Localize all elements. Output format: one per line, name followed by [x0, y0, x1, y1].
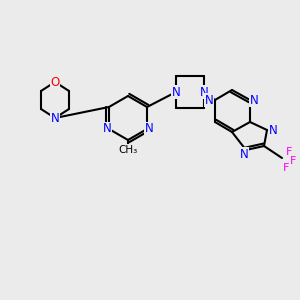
- Text: N: N: [240, 148, 248, 160]
- Text: N: N: [145, 122, 153, 136]
- Text: N: N: [205, 94, 213, 106]
- Text: CH₃: CH₃: [118, 145, 138, 155]
- Text: O: O: [50, 76, 60, 88]
- Text: N: N: [268, 124, 278, 136]
- Text: N: N: [250, 94, 258, 106]
- Text: N: N: [51, 112, 59, 124]
- Text: F: F: [286, 147, 292, 157]
- Text: N: N: [172, 85, 180, 98]
- Text: F: F: [283, 163, 289, 173]
- Text: N: N: [200, 85, 208, 98]
- Text: F: F: [290, 156, 296, 166]
- Text: N: N: [103, 122, 111, 136]
